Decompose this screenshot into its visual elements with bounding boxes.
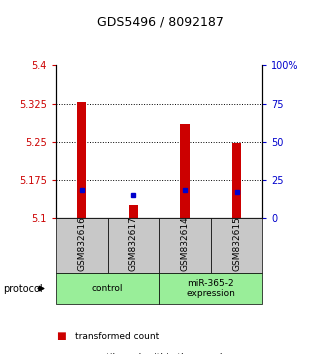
Text: transformed count: transformed count: [75, 332, 159, 341]
Text: GSM832614: GSM832614: [180, 217, 189, 272]
Bar: [232, 143, 241, 218]
Text: ■: ■: [56, 331, 66, 341]
Text: protocol: protocol: [3, 284, 43, 293]
Bar: [159, 218, 211, 273]
Bar: [77, 102, 86, 218]
Text: control: control: [92, 284, 123, 293]
Bar: [211, 218, 262, 273]
Text: GSM832616: GSM832616: [77, 217, 86, 272]
Bar: [159, 273, 262, 304]
Text: GSM832615: GSM832615: [232, 217, 241, 272]
Bar: [108, 218, 159, 273]
Text: percentile rank within the sample: percentile rank within the sample: [75, 353, 228, 354]
Text: GSM832617: GSM832617: [129, 217, 138, 272]
Text: GDS5496 / 8092187: GDS5496 / 8092187: [97, 16, 223, 29]
Text: miR-365-2
expression: miR-365-2 expression: [186, 279, 235, 298]
Bar: [129, 205, 138, 218]
Bar: [56, 273, 159, 304]
Bar: [56, 218, 108, 273]
Text: ■: ■: [56, 353, 66, 354]
Bar: [180, 124, 190, 218]
